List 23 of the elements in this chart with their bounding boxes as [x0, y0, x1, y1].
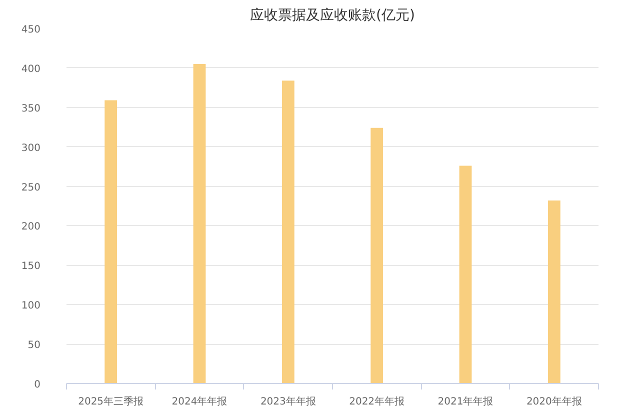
- y-tick-label: 300: [21, 142, 41, 154]
- chart-title: 应收票据及应收账款(亿元): [250, 8, 415, 24]
- y-tick-label: 250: [21, 182, 41, 194]
- x-tick-label: 2021年年报: [438, 396, 494, 408]
- y-tick-label: 0: [34, 380, 41, 390]
- x-tick-label: 2025年三季报: [78, 396, 144, 408]
- bar: [459, 166, 472, 384]
- bar: [370, 128, 384, 384]
- x-tick-label: 2024年年报: [172, 396, 228, 408]
- y-tick-label: 350: [21, 103, 41, 114]
- bar: [548, 200, 560, 384]
- y-tick-label: 150: [21, 261, 41, 272]
- bar: [282, 80, 294, 384]
- y-tick-label: 450: [21, 24, 41, 36]
- bar: [104, 100, 118, 384]
- x-tick-label: 2022年年报: [349, 396, 405, 408]
- x-tick-label: 2020年年报: [526, 396, 582, 408]
- bar: [193, 64, 206, 384]
- x-tick-label: 2023年年报: [260, 396, 316, 408]
- y-tick-label: 200: [21, 222, 41, 233]
- y-tick-label: 50: [28, 340, 41, 352]
- y-tick-label: 100: [21, 300, 41, 312]
- y-tick-label: 400: [21, 64, 41, 75]
